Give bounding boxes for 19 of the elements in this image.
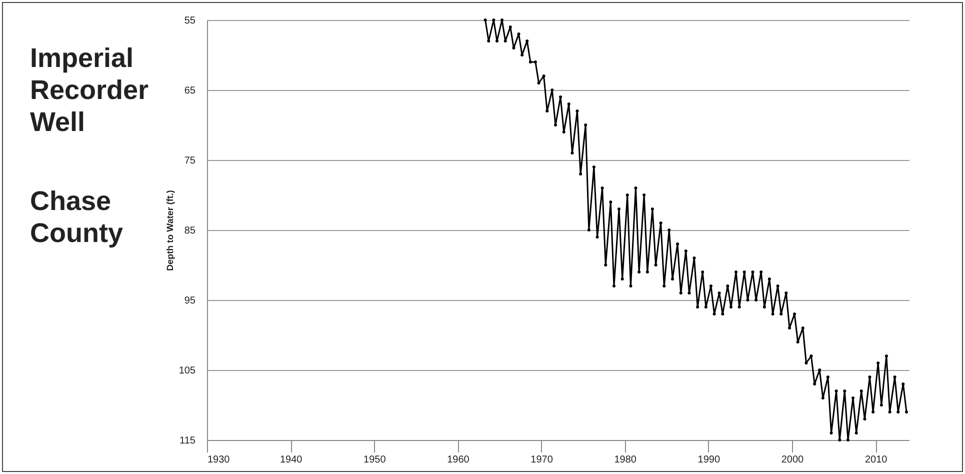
- x-tick-label: 1930: [208, 454, 230, 466]
- x-tick-label: 1970: [530, 454, 554, 466]
- y-tick-label: 105: [178, 366, 196, 376]
- text: Chase County: [30, 186, 123, 248]
- x-tick-label: 2000: [781, 454, 804, 466]
- x-tick-label: 1940: [280, 454, 303, 466]
- y-axis-title: Depth to Water (ft.): [164, 190, 175, 271]
- x-tick-label: 1960: [447, 454, 470, 466]
- y-tick-label: 115: [180, 436, 196, 446]
- x-tick-label: 2010: [864, 454, 888, 466]
- x-tick-label: 1990: [698, 454, 720, 466]
- x-tick-label: 1980: [614, 454, 637, 466]
- y-tick-label: 55: [184, 16, 196, 26]
- y-tick-label: 95: [184, 296, 196, 306]
- y-tick-label: 75: [184, 156, 196, 166]
- y-tick-label: 65: [184, 86, 196, 96]
- x-tick-label: 1950: [364, 454, 386, 466]
- y-tick-label: 85: [184, 226, 196, 236]
- text: Imperial Recorder Well: [30, 42, 150, 138]
